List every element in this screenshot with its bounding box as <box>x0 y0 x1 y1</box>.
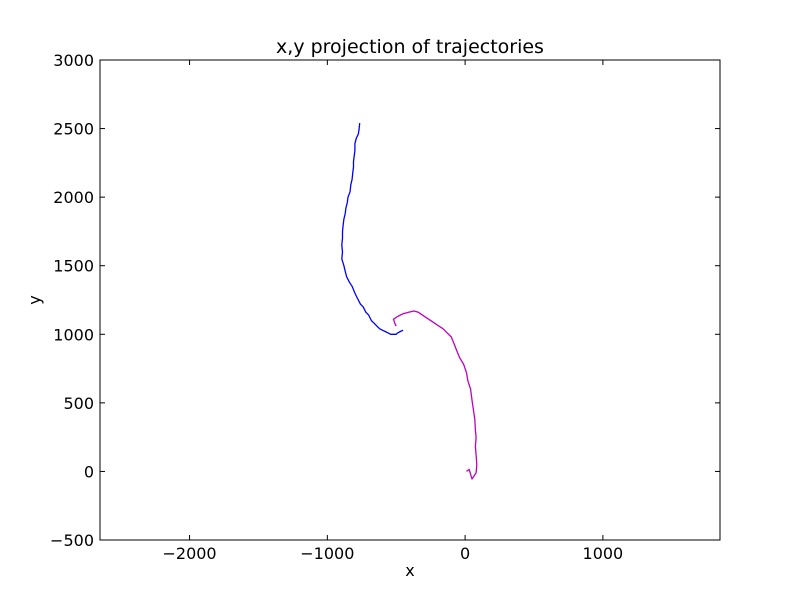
plot-frame <box>99 59 721 541</box>
y-tick-label: 2000 <box>53 188 94 207</box>
series-layer <box>341 123 478 480</box>
x-tick-label: 1000 <box>583 544 624 563</box>
y-tick-label: 2500 <box>53 120 94 139</box>
x-tick-label: 0 <box>460 544 470 563</box>
x-axis-label: x <box>405 561 414 580</box>
y-tick-label: 1000 <box>53 325 94 344</box>
y-tick-label: 3000 <box>53 51 94 70</box>
y-tick-label: 0 <box>84 462 94 481</box>
y-tick-label: −500 <box>50 531 94 550</box>
series-line-1 <box>341 123 404 335</box>
y-tick-label: 1500 <box>53 257 94 276</box>
series-line-2 <box>392 310 478 480</box>
chart-title: x,y projection of trajectories <box>276 36 544 58</box>
x-tick-label: −1000 <box>300 544 354 563</box>
plot-area <box>100 60 720 540</box>
y-tick-label: 500 <box>63 394 94 413</box>
tick-layer: −2000 −1000 0 1000 −500 0 500 1000 1500 2000 2500 3… <box>50 51 720 563</box>
x-tick-label: −2000 <box>162 544 216 563</box>
y-axis-label: y <box>25 295 44 304</box>
